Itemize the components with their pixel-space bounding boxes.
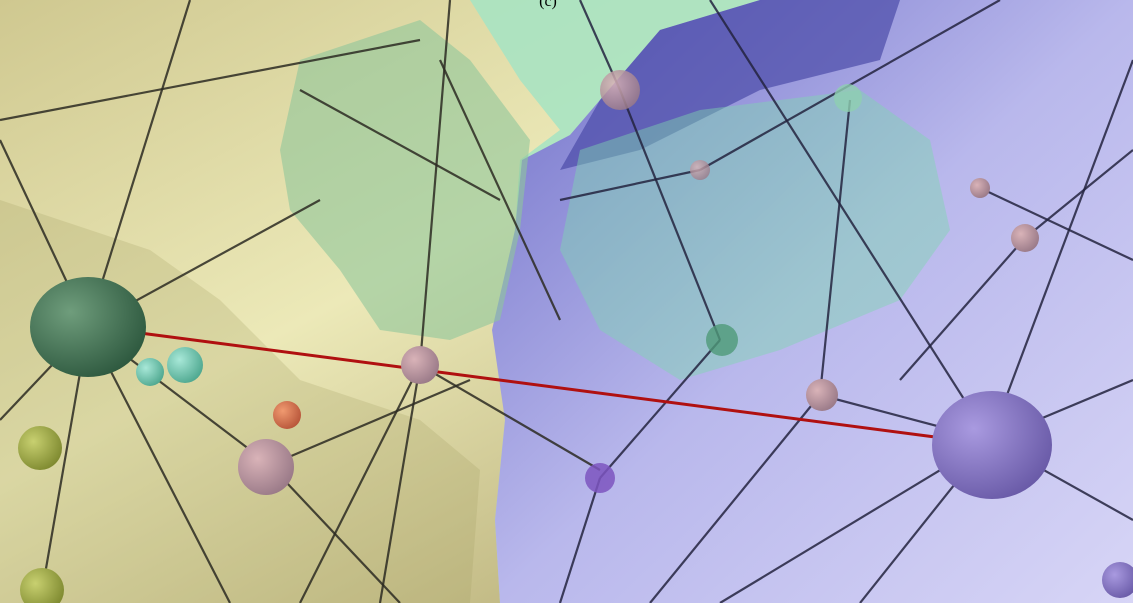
- node: [18, 426, 62, 470]
- edge: [618, 89, 722, 341]
- edge: [299, 89, 501, 201]
- edge: [599, 339, 721, 479]
- highlight-edge: [139, 331, 936, 439]
- edge: [0, 38, 421, 122]
- edge: [988, 59, 1133, 441]
- caption: (c): [539, 0, 557, 10]
- edge: [418, 0, 452, 366]
- edge: [86, 0, 192, 328]
- blue-ridge: [560, 0, 900, 170]
- node: [806, 379, 838, 411]
- node: [600, 70, 640, 110]
- node: [970, 178, 990, 198]
- edge: [709, 0, 991, 441]
- edge: [899, 237, 1026, 381]
- node: [690, 160, 710, 180]
- node: [706, 324, 738, 356]
- node: [30, 277, 146, 377]
- edge: [558, 477, 602, 603]
- node: [273, 401, 301, 429]
- node: [585, 463, 615, 493]
- node: [1102, 562, 1133, 598]
- edge: [87, 326, 231, 603]
- edge: [419, 364, 601, 471]
- nodes: [18, 70, 1133, 603]
- node: [932, 391, 1052, 499]
- green-blob-left: [280, 20, 530, 340]
- edge: [269, 378, 471, 467]
- node: [20, 568, 64, 603]
- node: [238, 439, 294, 495]
- edge: [979, 187, 1133, 261]
- node: [834, 84, 862, 112]
- node: [167, 347, 203, 383]
- edge: [299, 364, 421, 603]
- node: [401, 346, 439, 384]
- edge: [1024, 149, 1133, 239]
- edge: [439, 59, 561, 321]
- edge: [559, 168, 701, 202]
- node: [136, 358, 164, 386]
- node: [1011, 224, 1039, 252]
- green-blob-right: [560, 90, 950, 380]
- edge: [649, 394, 821, 603]
- edge: [269, 464, 401, 603]
- edge: [818, 99, 852, 396]
